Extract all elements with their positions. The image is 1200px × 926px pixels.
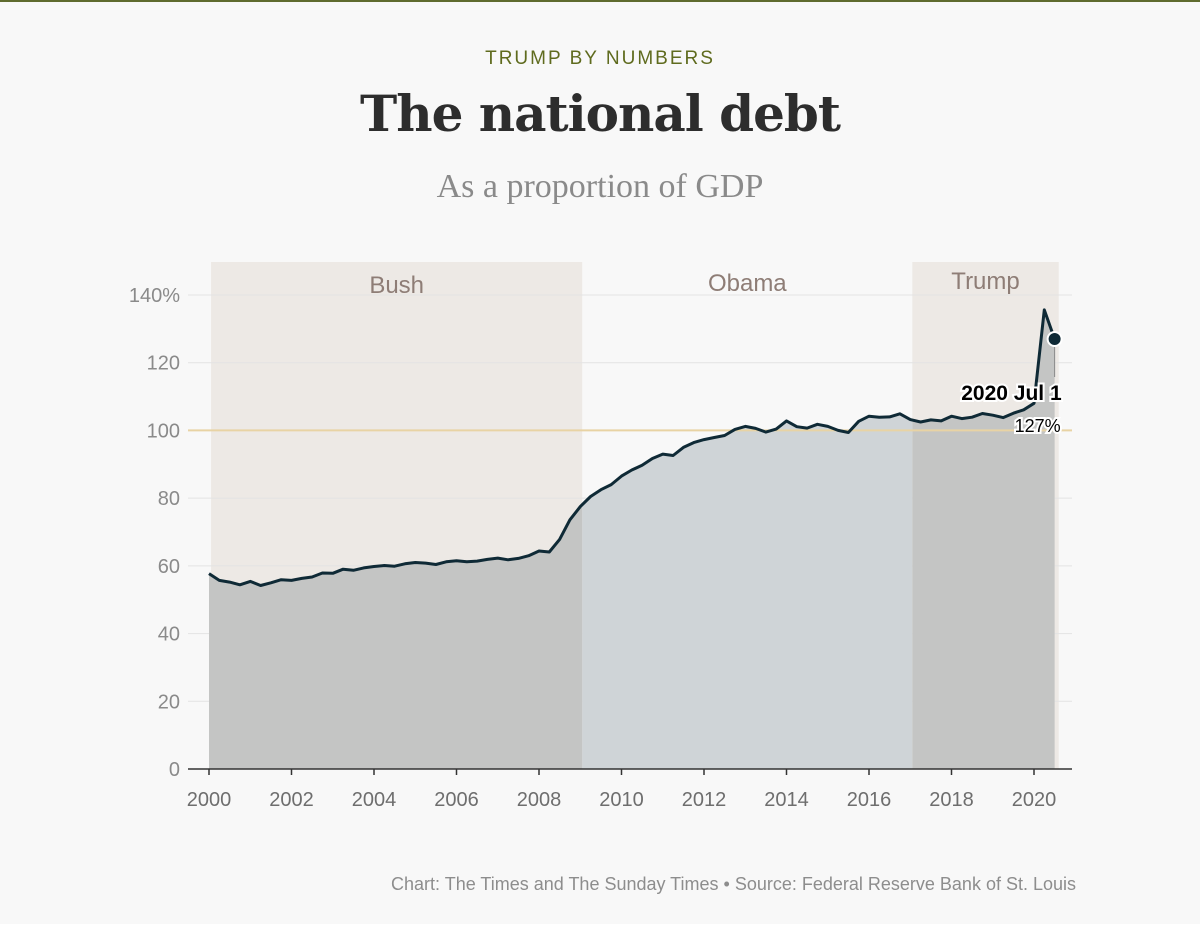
y-tick-label: 80 [158,488,180,510]
x-tick-label: 2008 [517,789,562,811]
chart-subtitle: As a proportion of GDP [436,168,764,205]
era-label-trump: Trump [951,268,1019,295]
y-tick-label: 100 [147,420,180,442]
x-tick-label: 2016 [847,789,892,811]
era-label-bush: Bush [369,272,424,299]
kicker-label: TRUMP BY NUMBERS [485,48,715,69]
chart-title: The national debt [360,84,841,143]
x-tick-label: 2012 [682,789,727,811]
x-tick-label: 2006 [434,789,479,811]
source-footer: Chart: The Times and The Sunday Times • … [391,874,1076,894]
debt-line [208,308,1057,587]
x-tick-label: 2018 [929,789,974,811]
x-tick-label: 2000 [187,789,232,811]
y-tick-label: 120 [147,353,180,375]
annotation-point [1046,331,1063,348]
debt-area-obama [582,413,913,769]
x-tick-label: 2020 [1012,789,1057,811]
x-tick-label: 2014 [764,789,809,811]
annotation-value: 127% [1015,416,1061,436]
y-tick-label: 140% [129,285,180,307]
y-tick-label: 60 [158,556,180,578]
x-tick-label: 2004 [352,789,397,811]
x-tick-label: 2010 [599,789,644,811]
y-tick-label: 40 [158,624,180,646]
y-tick-label: 20 [158,691,180,713]
annotation-date: 2020 Jul 1 [961,382,1062,405]
debt-area-bush [209,504,583,769]
era-label-obama: Obama [708,270,787,297]
x-tick-label: 2002 [269,789,314,811]
debt-area-trump [912,309,1055,769]
y-tick-label: 0 [169,759,180,781]
